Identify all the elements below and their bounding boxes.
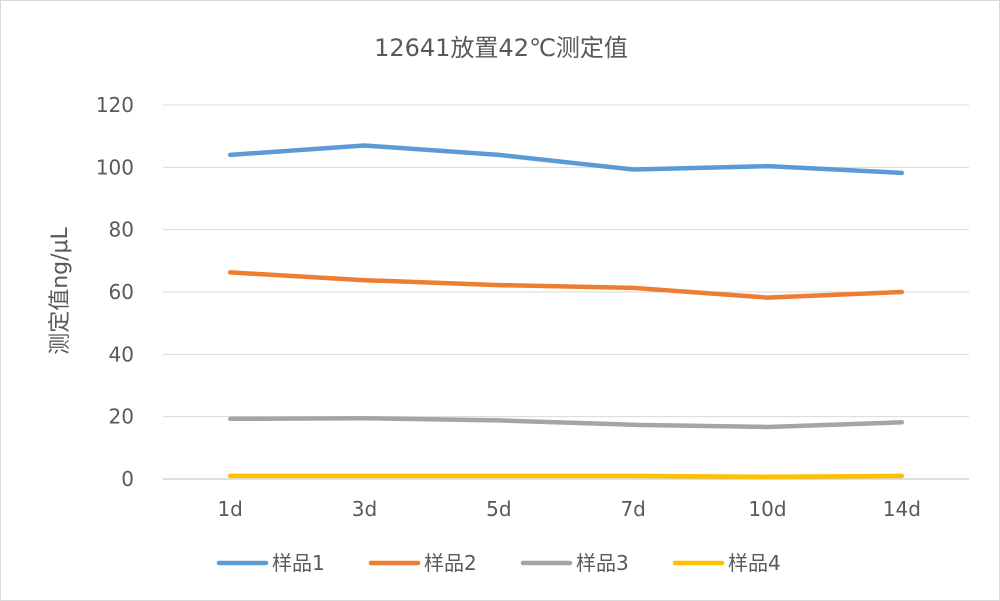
x-tick-label: 14d — [883, 497, 921, 521]
y-axis-ticks: 0 20 40 60 80 100 120 — [96, 93, 134, 491]
y-tick-label: 40 — [109, 342, 134, 366]
x-axis-ticks: 1d 3d 5d 7d 10d 14d — [217, 497, 920, 521]
x-tick-label: 7d — [620, 497, 645, 521]
series-line-4 — [227, 473, 905, 480]
x-tick-label: 3d — [352, 497, 377, 521]
y-tick-label: 120 — [96, 93, 134, 117]
series-line-1 — [227, 143, 905, 176]
x-tick-label: 1d — [217, 497, 242, 521]
chart-title: 12641放置42℃测定值 — [374, 34, 628, 62]
legend-label-4: 样品4 — [728, 551, 781, 575]
series-line-3 — [227, 415, 905, 430]
x-tick-label: 5d — [486, 497, 511, 521]
legend-label-2: 样品2 — [424, 551, 477, 575]
legend: 样品1 样品2 样品3 样品4 — [216, 551, 781, 575]
series-line-2 — [227, 270, 905, 300]
y-tick-label: 60 — [109, 280, 134, 304]
legend-label-3: 样品3 — [576, 551, 629, 575]
x-tick-label: 10d — [748, 497, 786, 521]
y-tick-label: 0 — [121, 467, 134, 491]
series-lines — [227, 143, 905, 480]
legend-label-1: 样品1 — [272, 551, 325, 575]
y-tick-label: 80 — [109, 218, 134, 242]
y-tick-label: 20 — [109, 405, 134, 429]
y-axis-label: 测定值ng/μL — [48, 226, 73, 354]
y-tick-label: 100 — [96, 155, 134, 179]
